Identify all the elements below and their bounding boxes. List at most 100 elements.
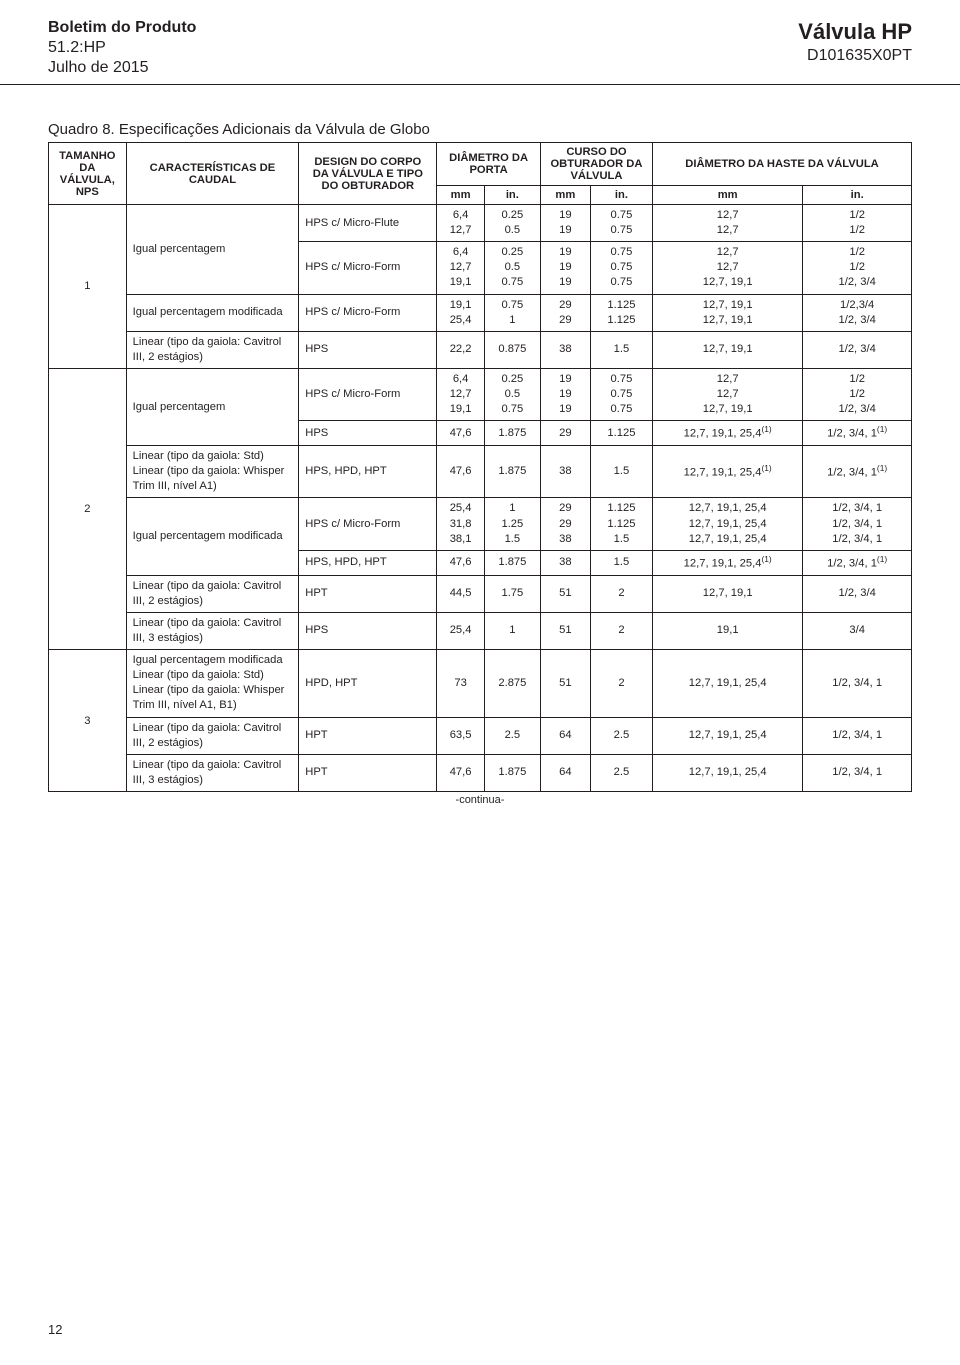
cell-nps: 3	[49, 650, 127, 792]
cell-dp-mm: 73	[437, 650, 485, 717]
cell-dp-mm: 6,412,719,1	[437, 242, 485, 294]
cell-dp-mm: 25,431,838,1	[437, 498, 485, 550]
cell-design: HPS c/ Micro-Form	[299, 242, 437, 294]
cell-dp-in: 2.5	[484, 717, 540, 754]
content: Quadro 8. Especificações Adicionais da V…	[0, 85, 960, 806]
cell-dp-in: 0.751	[484, 294, 540, 331]
cell-haste-mm: 12,7, 19,1, 25,4	[653, 754, 803, 791]
cell-design: HPS c/ Micro-Form	[299, 294, 437, 331]
table-row: 1Igual percentagemHPS c/ Micro-Flute6,41…	[49, 205, 912, 242]
cell-dp-mm: 6,412,719,1	[437, 368, 485, 420]
table-row: Linear (tipo da gaiola: Cavitrol III, 3 …	[49, 612, 912, 649]
col-curso-in: in.	[590, 186, 652, 205]
col-diam-porta: DIÂMETRO DA PORTA	[437, 143, 541, 186]
col-carac: CARACTERÍSTICAS DE CAUDAL	[126, 143, 299, 205]
cell-carac: Linear (tipo da gaiola: Cavitrol III, 3 …	[126, 754, 299, 791]
cell-design: HPT	[299, 717, 437, 754]
header-ref: 51.2:HP	[48, 38, 196, 58]
table-row: Linear (tipo da gaiola: Cavitrol III, 2 …	[49, 331, 912, 368]
cell-curso-in: 2.5	[590, 717, 652, 754]
cell-haste-in: 1/2, 3/4, 11/2, 3/4, 11/2, 3/4, 1	[803, 498, 912, 550]
continua-note: -continua-	[48, 794, 912, 806]
table-body: 1Igual percentagemHPS c/ Micro-Flute6,41…	[49, 205, 912, 792]
cell-dp-in: 0.250.50.75	[484, 368, 540, 420]
cell-design: HPS	[299, 612, 437, 649]
cell-haste-in: 1/2, 3/4, 1(1)	[803, 421, 912, 446]
header-product: Válvula HP	[798, 18, 912, 46]
cell-curso-mm: 1919	[540, 205, 590, 242]
table-row: Linear (tipo da gaiola: Cavitrol III, 2 …	[49, 575, 912, 612]
cell-carac: Linear (tipo da gaiola: Cavitrol III, 2 …	[126, 331, 299, 368]
cell-dp-mm: 25,4	[437, 612, 485, 649]
cell-curso-mm: 64	[540, 717, 590, 754]
cell-design: HPS c/ Micro-Form	[299, 498, 437, 550]
cell-dp-in: 0.250.50.75	[484, 242, 540, 294]
cell-curso-in: 2	[590, 612, 652, 649]
cell-carac: Linear (tipo da gaiola: Cavitrol III, 3 …	[126, 612, 299, 649]
cell-dp-in: 2.875	[484, 650, 540, 717]
cell-design: HPS, HPD, HPT	[299, 550, 437, 575]
cell-dp-mm: 47,6	[437, 446, 485, 498]
cell-haste-in: 1/2, 3/4, 1	[803, 650, 912, 717]
cell-haste-mm: 12,7, 19,112,7, 19,1	[653, 294, 803, 331]
cell-haste-mm: 12,7, 19,1	[653, 331, 803, 368]
cell-curso-mm: 38	[540, 550, 590, 575]
cell-curso-mm: 191919	[540, 368, 590, 420]
header-date: Julho de 2015	[48, 58, 196, 78]
cell-carac: Igual percentagem	[126, 368, 299, 445]
cell-curso-mm: 2929	[540, 294, 590, 331]
cell-carac: Linear (tipo da gaiola: Cavitrol III, 2 …	[126, 575, 299, 612]
cell-carac: Igual percentagem modificada	[126, 294, 299, 331]
header-left: Boletim do Produto 51.2:HP Julho de 2015	[48, 18, 196, 78]
spec-table: TAMANHO DA VÁLVULA, NPS CARACTERÍSTICAS …	[48, 142, 912, 792]
cell-haste-mm: 12,7, 19,1, 25,4(1)	[653, 446, 803, 498]
cell-curso-in: 0.750.75	[590, 205, 652, 242]
page-header: Boletim do Produto 51.2:HP Julho de 2015…	[0, 0, 960, 85]
cell-design: HPD, HPT	[299, 650, 437, 717]
table-title: Quadro 8. Especificações Adicionais da V…	[48, 121, 912, 138]
cell-dp-mm: 44,5	[437, 575, 485, 612]
cell-dp-mm: 63,5	[437, 717, 485, 754]
cell-curso-mm: 64	[540, 754, 590, 791]
cell-dp-in: 1.875	[484, 550, 540, 575]
page-number: 12	[48, 1322, 62, 1337]
cell-design: HPT	[299, 754, 437, 791]
cell-curso-mm: 292938	[540, 498, 590, 550]
col-haste: DIÂMETRO DA HASTE DA VÁLVULA	[653, 143, 912, 186]
table-row: Linear (tipo da gaiola: Std)Linear (tipo…	[49, 446, 912, 498]
cell-dp-in: 1.875	[484, 421, 540, 446]
cell-dp-in: 0.875	[484, 331, 540, 368]
cell-haste-mm: 12,7, 19,1, 25,4	[653, 717, 803, 754]
cell-carac: Igual percentagem modificada	[126, 498, 299, 575]
cell-dp-in: 0.250.5	[484, 205, 540, 242]
cell-curso-mm: 191919	[540, 242, 590, 294]
col-haste-in: in.	[803, 186, 912, 205]
cell-design: HPS, HPD, HPT	[299, 446, 437, 498]
cell-haste-in: 3/4	[803, 612, 912, 649]
cell-haste-in: 1/2,3/41/2, 3/4	[803, 294, 912, 331]
cell-haste-mm: 12,7, 19,1, 25,412,7, 19,1, 25,412,7, 19…	[653, 498, 803, 550]
cell-haste-mm: 12,712,7	[653, 205, 803, 242]
table-row: 2Igual percentagemHPS c/ Micro-Form6,412…	[49, 368, 912, 420]
cell-curso-in: 2	[590, 650, 652, 717]
cell-dp-mm: 47,6	[437, 550, 485, 575]
cell-curso-mm: 38	[540, 331, 590, 368]
cell-haste-mm: 12,7, 19,1	[653, 575, 803, 612]
cell-curso-mm: 29	[540, 421, 590, 446]
cell-nps: 1	[49, 205, 127, 369]
cell-haste-mm: 12,7, 19,1, 25,4(1)	[653, 550, 803, 575]
table-row: Linear (tipo da gaiola: Cavitrol III, 3 …	[49, 754, 912, 791]
cell-curso-mm: 51	[540, 650, 590, 717]
cell-design: HPT	[299, 575, 437, 612]
table-row: Igual percentagem modificadaHPS c/ Micro…	[49, 498, 912, 550]
cell-design: HPS	[299, 421, 437, 446]
cell-design: HPS	[299, 331, 437, 368]
cell-curso-mm: 51	[540, 575, 590, 612]
cell-dp-in: 1	[484, 612, 540, 649]
cell-curso-in: 2	[590, 575, 652, 612]
table-row: Igual percentagem modificadaHPS c/ Micro…	[49, 294, 912, 331]
cell-haste-in: 1/2, 3/4, 1(1)	[803, 446, 912, 498]
cell-haste-mm: 12,7, 19,1, 25,4	[653, 650, 803, 717]
table-row: Linear (tipo da gaiola: Cavitrol III, 2 …	[49, 717, 912, 754]
cell-dp-mm: 19,125,4	[437, 294, 485, 331]
